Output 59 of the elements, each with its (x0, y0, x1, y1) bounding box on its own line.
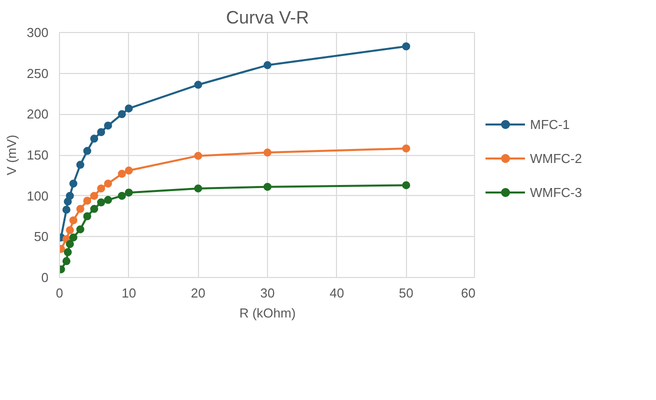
point (97, 128, 106, 136)
point (69, 216, 78, 224)
point (76, 160, 84, 169)
y-tick-label: 200 (26, 106, 49, 122)
point (118, 110, 126, 118)
point (64, 248, 72, 256)
point (90, 192, 98, 200)
point (104, 180, 112, 188)
point (124, 166, 133, 175)
point (90, 204, 98, 213)
point (90, 134, 98, 143)
point (402, 144, 410, 152)
point (83, 212, 92, 220)
point (124, 104, 133, 112)
legend-label: WMFC-3 (530, 184, 582, 200)
x-tick-label: 0 (56, 286, 64, 300)
point (97, 184, 106, 192)
y-tick-label: 250 (26, 66, 49, 81)
point (62, 257, 70, 266)
y-tick-label: 150 (26, 148, 49, 162)
x-tick-label: 30 (260, 286, 275, 300)
x-tick-label: 50 (398, 286, 414, 300)
x-tick-label: 20 (190, 286, 206, 300)
point (76, 225, 84, 234)
point (83, 196, 92, 205)
point (118, 170, 126, 178)
y-tick-label: 300 (26, 25, 49, 40)
point (118, 192, 126, 200)
point (264, 61, 272, 70)
x-axis-title: R (kOhm) (239, 306, 296, 320)
x-tick-label: 60 (461, 286, 476, 300)
y-tick-label: 100 (26, 188, 49, 204)
point (104, 196, 112, 204)
point (83, 146, 92, 155)
y-axis-title: V (mV) (4, 134, 19, 176)
chart-title: Curva V-R (226, 8, 310, 28)
point (62, 206, 70, 214)
legend-label: MFC-1 (530, 116, 570, 132)
point (264, 182, 272, 191)
x-tick-label: 10 (122, 286, 136, 300)
x-tick-label: 40 (330, 286, 344, 300)
point (66, 240, 74, 248)
point (76, 204, 84, 213)
point (194, 80, 202, 89)
point (264, 148, 272, 157)
point (69, 233, 78, 242)
point (69, 180, 78, 188)
y-tick-label: 50 (34, 229, 49, 244)
point (194, 152, 202, 160)
point (104, 122, 112, 130)
point (66, 226, 74, 234)
point (124, 188, 133, 197)
y-tick-label: 0 (41, 270, 49, 285)
point (66, 192, 74, 200)
point (402, 42, 410, 50)
point (402, 181, 410, 190)
legend-label: WMFC-2 (530, 150, 582, 166)
point (97, 198, 106, 206)
point (194, 184, 202, 192)
